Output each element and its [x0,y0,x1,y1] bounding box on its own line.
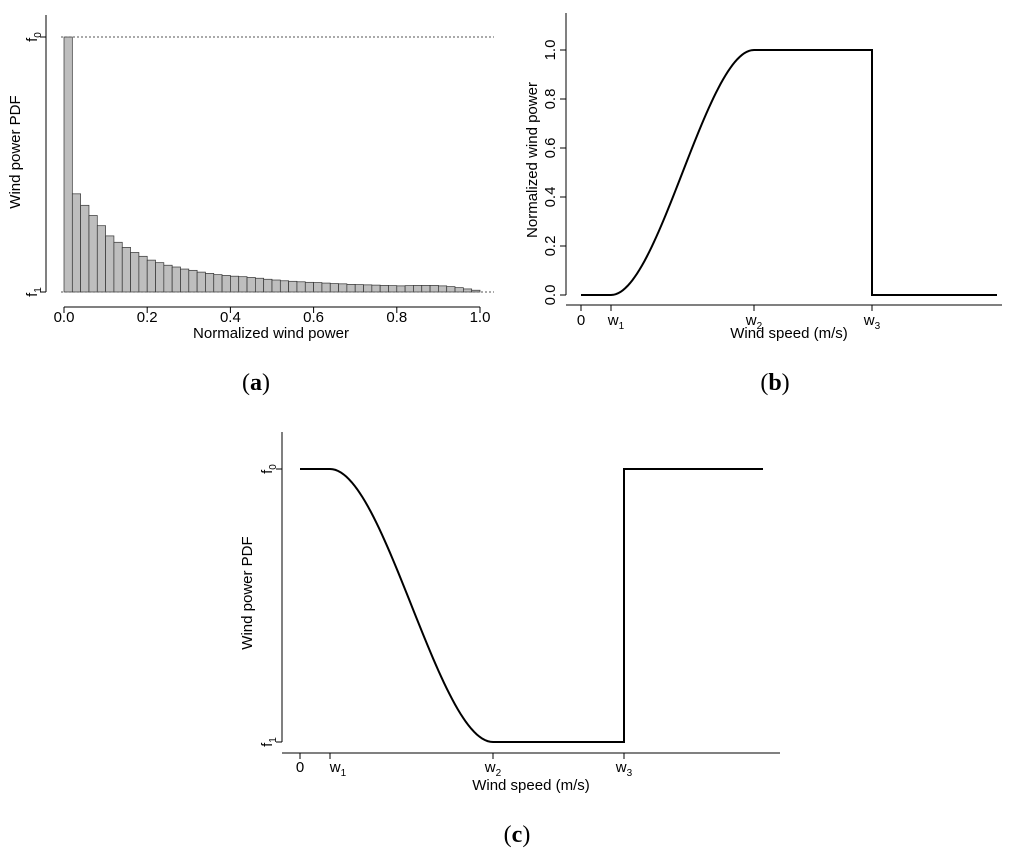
y-tick-label-f1: f1 [259,737,279,747]
panel-label-a: (a) [242,370,270,396]
x-tick-label: 0.2 [137,309,158,326]
x-tick-label: 0.6 [303,309,324,326]
histogram-bar [346,284,356,293]
y-tick-label-f1: f1 [24,287,44,297]
histogram-bar [130,252,140,293]
panel-c: f0 f1 0 w1 w2 w3 Wind power PDF Wind speed … [239,432,780,848]
histogram-bar [188,269,198,293]
y-tick-label: 0.6 [542,138,559,159]
histogram-bar [279,280,289,293]
histogram-bar [80,204,90,293]
panel-label-b: (b) [760,370,789,396]
histogram-bar [180,268,190,293]
y-tick-label: 1.0 [542,40,559,61]
histogram-bar [296,281,306,293]
y-axis-title: Normalized wind power [524,82,541,238]
histogram-bar [404,285,414,293]
histogram-bar [363,284,373,293]
x-ticks: 0 w1 w2 w3 [577,305,881,332]
histogram-bar [246,277,256,293]
pdf-curve-line [300,468,763,743]
x-tick-label: w1 [607,312,625,332]
histogram-bar [63,36,73,293]
histogram-bars [63,36,481,293]
x-tick-label: w2 [484,759,502,779]
power-curve-line [581,49,997,296]
histogram-bar [371,284,381,293]
histogram-bar [388,285,398,293]
histogram-bar [121,247,131,293]
histogram-bar [113,241,123,293]
histogram-bar [271,279,281,293]
histogram-bar [105,235,115,293]
histogram-bar [421,285,431,293]
x-ticks: 0.0 0.2 0.4 0.6 0.8 1.0 [54,307,491,326]
panel-b: 0.0 0.2 0.4 0.6 0.8 1.0 0 w1 w2 w3 Normalized wi… [524,13,1002,396]
histogram-bar [438,285,448,293]
histogram-bar [146,259,156,293]
x-tick-label: 0 [296,759,304,776]
histogram-bar [96,225,106,293]
y-axis-title: Wind power PDF [239,536,256,649]
histogram-bar [454,287,464,293]
x-tick-label: w3 [863,312,881,332]
panel-label-c: (c) [504,822,531,848]
y-tick-label: 0.4 [542,187,559,208]
x-axis-title: Wind speed (m/s) [472,777,590,794]
x-axis-title: Normalized wind power [193,325,349,342]
histogram-bar [354,284,364,293]
y-axis-title: Wind power PDF [7,95,24,208]
histogram-bar [304,281,314,293]
x-tick-label: 0.4 [220,309,241,326]
histogram-bar [288,280,298,293]
histogram-bar [205,273,215,293]
histogram-bar [230,275,240,293]
x-tick-label: 1.0 [470,309,491,326]
histogram-bar [329,283,339,293]
y-tick-label-f0: f0 [24,32,44,42]
histogram-bar [171,266,181,293]
histogram-bar [196,271,206,293]
y-tick-label: 0.2 [542,236,559,257]
x-tick-label: 0.8 [386,309,407,326]
histogram-bar [263,278,273,293]
histogram-bar [313,282,323,293]
histogram-bar [396,285,406,293]
histogram-bar [213,274,223,293]
histogram-bar [413,285,423,293]
histogram-bar [471,289,481,293]
x-tick-label: w3 [615,759,633,779]
y-ticks: 0.0 0.2 0.4 0.6 0.8 1.0 [542,40,566,306]
histogram-bar [379,285,389,293]
x-ticks: 0 w1 w2 w3 [296,753,633,779]
y-tick-label-f0: f0 [259,464,279,474]
x-tick-label: w1 [329,759,347,779]
x-tick-label: w2 [745,312,763,332]
panel-a: 0.0 0.2 0.4 0.6 0.8 1.0 f0 f1 Wind power PDF … [7,15,494,396]
histogram-bar [71,193,81,293]
histogram-bar [238,276,248,293]
histogram-bar [321,282,331,293]
x-tick-label: 0.0 [54,309,75,326]
x-axis-title: Wind speed (m/s) [730,325,848,342]
histogram-bar [338,283,348,293]
histogram-bar [155,262,165,293]
y-tick-label: 0.8 [542,89,559,110]
histogram-bar [221,275,231,293]
histogram-bar [429,285,439,293]
histogram-bar [138,255,148,293]
x-tick-label: 0 [577,312,585,329]
histogram-bar [88,215,98,293]
histogram-bar [163,264,173,293]
histogram-bar [446,286,456,293]
histogram-bar [255,277,265,293]
y-tick-label: 0.0 [542,285,559,306]
